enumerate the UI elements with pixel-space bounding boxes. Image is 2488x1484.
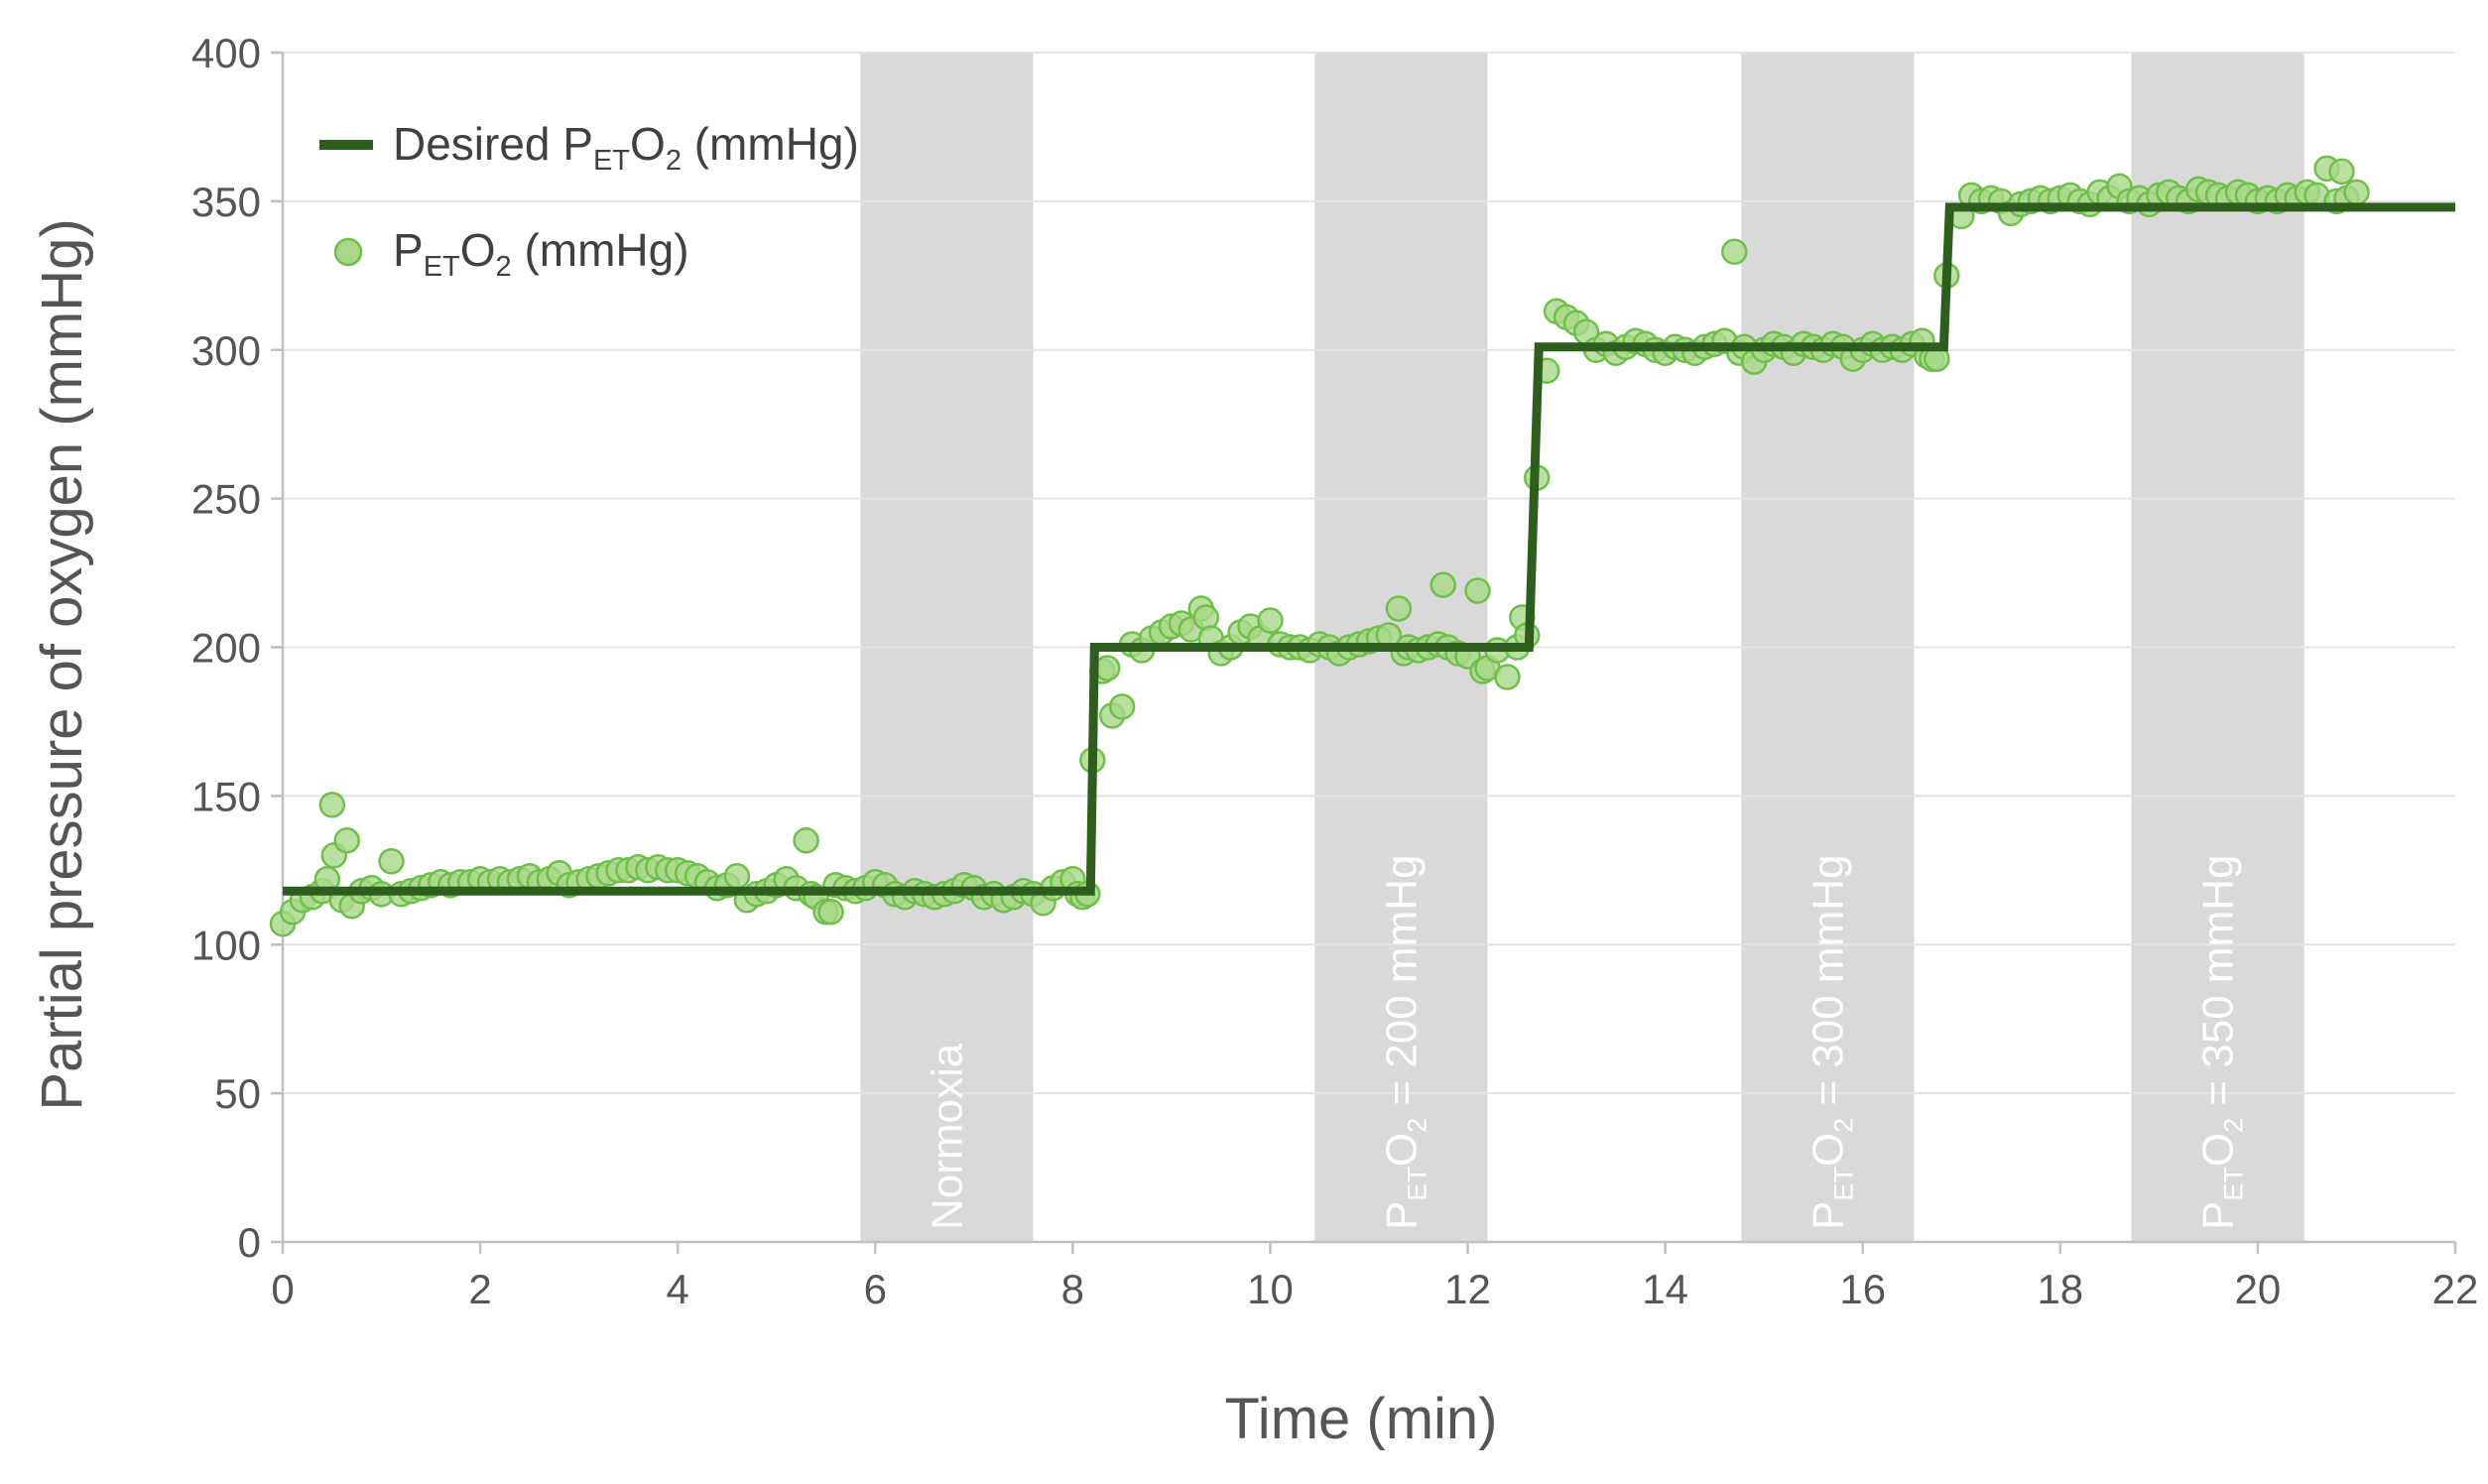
data-point xyxy=(1721,238,1748,266)
legend-label-desired: Desired PETO2 (mmHg) xyxy=(393,118,859,177)
data-point xyxy=(1494,664,1521,690)
data-point xyxy=(723,863,751,890)
x-tick-label: 2 xyxy=(468,1266,491,1312)
x-tick-label: 22 xyxy=(2432,1266,2479,1312)
legend-marker-swatch xyxy=(333,237,363,267)
data-point xyxy=(1257,607,1284,634)
desired-line xyxy=(283,202,2455,896)
data-point xyxy=(793,827,819,854)
data-point xyxy=(1430,571,1456,598)
data-point xyxy=(318,792,346,818)
y-tick-label: 0 xyxy=(238,1219,261,1266)
x-tick-label: 14 xyxy=(1642,1266,1688,1312)
plot-area xyxy=(269,155,2455,937)
axes: 0 50 100 150 200 250 300 350 400 0 2 4 6 8 10 12 14 16 18 2… xyxy=(191,30,2478,1312)
x-tick-label: 20 xyxy=(2235,1266,2282,1312)
band-label: PETO2 = 200 mmHg xyxy=(1377,855,1431,1230)
data-point xyxy=(1108,693,1136,720)
y-tick-label: 400 xyxy=(191,30,261,76)
x-tick-label: 4 xyxy=(667,1266,689,1312)
x-tick-label: 16 xyxy=(1839,1266,1886,1312)
data-point xyxy=(1464,577,1491,604)
data-point xyxy=(378,848,405,875)
y-tick-label: 100 xyxy=(191,922,261,968)
y-axis-title: Partial pressure of oxygen (mmHg) xyxy=(30,218,94,1110)
data-point xyxy=(1093,655,1121,681)
legend-label-measured: PETO2 (mmHg) xyxy=(393,224,689,283)
y-tick-label: 300 xyxy=(191,327,261,374)
y-tick-label: 350 xyxy=(191,179,261,225)
y-tick-label: 50 xyxy=(214,1070,261,1117)
data-point xyxy=(333,827,360,854)
band-label: PETO2 = 350 mmHg xyxy=(2194,855,2249,1230)
x-tick-label: 0 xyxy=(271,1266,294,1312)
x-tick-label: 10 xyxy=(1247,1266,1294,1312)
data-point xyxy=(2343,179,2370,206)
x-axis-title: Time (min) xyxy=(1225,1387,1498,1451)
band-labels: Normoxia PETO2 = 200 mmHg PETO2 = 300 mmHg… xyxy=(923,855,2248,1230)
y-tick-label: 150 xyxy=(191,773,261,819)
y-tick-label: 200 xyxy=(191,625,261,672)
x-tick-label: 12 xyxy=(1444,1266,1491,1312)
x-tick-label: 6 xyxy=(864,1266,887,1312)
band-label: Normoxia xyxy=(923,1043,971,1230)
gridlines xyxy=(283,52,2455,1095)
x-tick-label: 18 xyxy=(2037,1266,2083,1312)
x-tick-label: 8 xyxy=(1061,1266,1084,1312)
data-point xyxy=(817,899,844,926)
y-tick-label: 250 xyxy=(191,476,261,523)
data-point xyxy=(1385,595,1413,622)
series-desired xyxy=(283,202,2455,896)
data-point xyxy=(2328,158,2355,186)
band-label: PETO2 = 300 mmHg xyxy=(1804,855,1858,1230)
legend: Desired PETO2 (mmHg) PETO2 (mmHg) xyxy=(319,118,859,283)
